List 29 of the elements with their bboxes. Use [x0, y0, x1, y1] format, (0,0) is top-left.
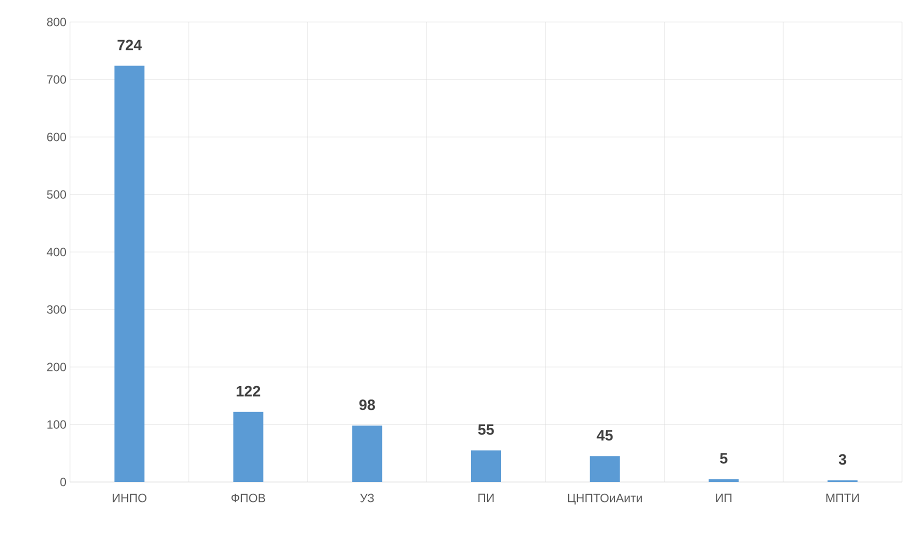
x-tick-label: ИП: [716, 494, 732, 502]
y-tick-label: 700: [47, 75, 66, 84]
bar: [708, 479, 739, 482]
x-tick-label: ФПОВ: [232, 494, 266, 502]
data-label: 122: [236, 386, 260, 396]
y-tick-label: 300: [46, 305, 66, 314]
bar: [114, 66, 144, 482]
y-tick-label: 0: [60, 478, 66, 486]
x-tick-label: ИНПО: [112, 494, 146, 502]
data-label: 5: [720, 453, 728, 464]
bar: [471, 450, 502, 482]
y-tick-label: 800: [47, 18, 66, 26]
data-label: 724: [118, 40, 142, 50]
x-tick-label: ПИ: [478, 494, 494, 502]
data-label: 3: [838, 454, 846, 465]
bar: [590, 456, 620, 482]
y-tick-label: 400: [46, 248, 66, 256]
bar: [233, 412, 264, 482]
y-tick-label: 500: [47, 190, 66, 199]
y-tick-label: 100: [47, 420, 66, 429]
data-label: 55: [478, 424, 494, 435]
bar: [352, 426, 382, 482]
data-label: 45: [596, 430, 613, 441]
x-tick-label: ЦНПТОиАити: [568, 494, 642, 504]
y-tick-label: 200: [47, 362, 66, 372]
y-tick-label: 600: [47, 132, 66, 142]
x-tick-label: МПТИ: [826, 494, 859, 502]
x-tick-label: УЗ: [360, 494, 374, 502]
data-label: 98: [359, 400, 375, 410]
